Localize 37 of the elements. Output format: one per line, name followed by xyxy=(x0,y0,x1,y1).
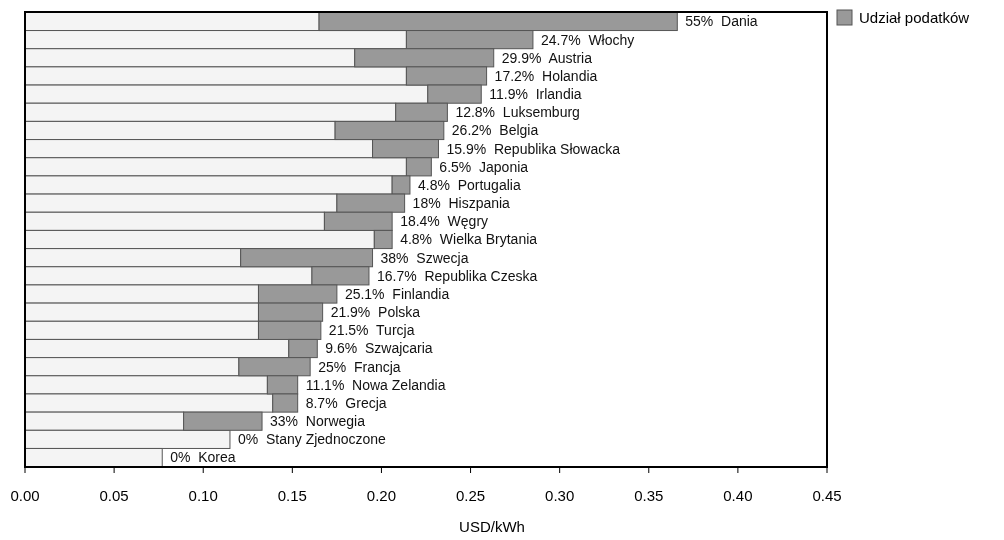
y-tick-label: 15.9% Republika Słowacka xyxy=(446,140,621,157)
y-tick-label: 0% Stany Zjednoczone xyxy=(237,431,387,448)
x-tick-label: 0.45 xyxy=(812,487,842,504)
y-tick-label: 18% Hiszpania xyxy=(412,195,511,212)
y-tick-label: 26.2% Belgia xyxy=(451,122,539,139)
x-tick-label: 0.05 xyxy=(99,487,129,504)
y-tick-label: 11.1% Nowa Zelandia xyxy=(305,376,446,393)
legend-label: Udział podatków xyxy=(859,9,970,27)
x-tick-label: 0.25 xyxy=(455,487,486,504)
y-tick-label: 17.2% Holandia xyxy=(494,67,598,84)
x-tick-label: 0.15 xyxy=(277,487,307,504)
y-tick-label: 21.9% Polska xyxy=(330,304,421,321)
y-tick-label: 11.9% Irlandia xyxy=(489,86,582,103)
y-tick-label: 6.5% Japonia xyxy=(439,158,529,175)
x-tick-label: 0.10 xyxy=(188,487,218,504)
y-tick-label: 38% Szwecja xyxy=(380,249,469,266)
y-tick-label: 12.8% Luksemburg xyxy=(455,104,580,121)
y-tick-label: 4.8% Wielka Brytania xyxy=(400,231,538,248)
y-tick-label: 8.7% Grecja xyxy=(305,394,387,411)
y-tick-label: 0% Korea xyxy=(170,449,236,466)
y-tick-label: 25.1% Finlandia xyxy=(344,285,450,302)
x-tick-label: 0.40 xyxy=(723,487,753,504)
x-tick-label: 0.00 xyxy=(10,487,40,504)
x-tick-label: 0.35 xyxy=(634,487,664,504)
y-tick-label: 29.9% Austria xyxy=(501,49,593,66)
y-tick-label: 21.5% Turcja xyxy=(328,322,415,339)
y-tick-label: 9.6% Szwajcaria xyxy=(325,340,433,357)
y-tick-label: 16.7% Republika Czeska xyxy=(376,267,538,284)
y-tick-label: 24.7% Włochy xyxy=(540,31,635,48)
y-tick-label: 18.4% Węgry xyxy=(400,213,489,230)
x-tick-label: 0.30 xyxy=(545,487,575,504)
x-axis-title: USD/kWh xyxy=(459,518,525,535)
y-tick-label: 55% Dania xyxy=(685,13,758,30)
y-tick-label: 33% Norwegia xyxy=(270,413,366,430)
x-tick-label: 0.20 xyxy=(366,487,397,504)
y-tick-label: 25% Francja xyxy=(318,358,401,375)
y-tick-label: 4.8% Portugalia xyxy=(417,176,521,193)
